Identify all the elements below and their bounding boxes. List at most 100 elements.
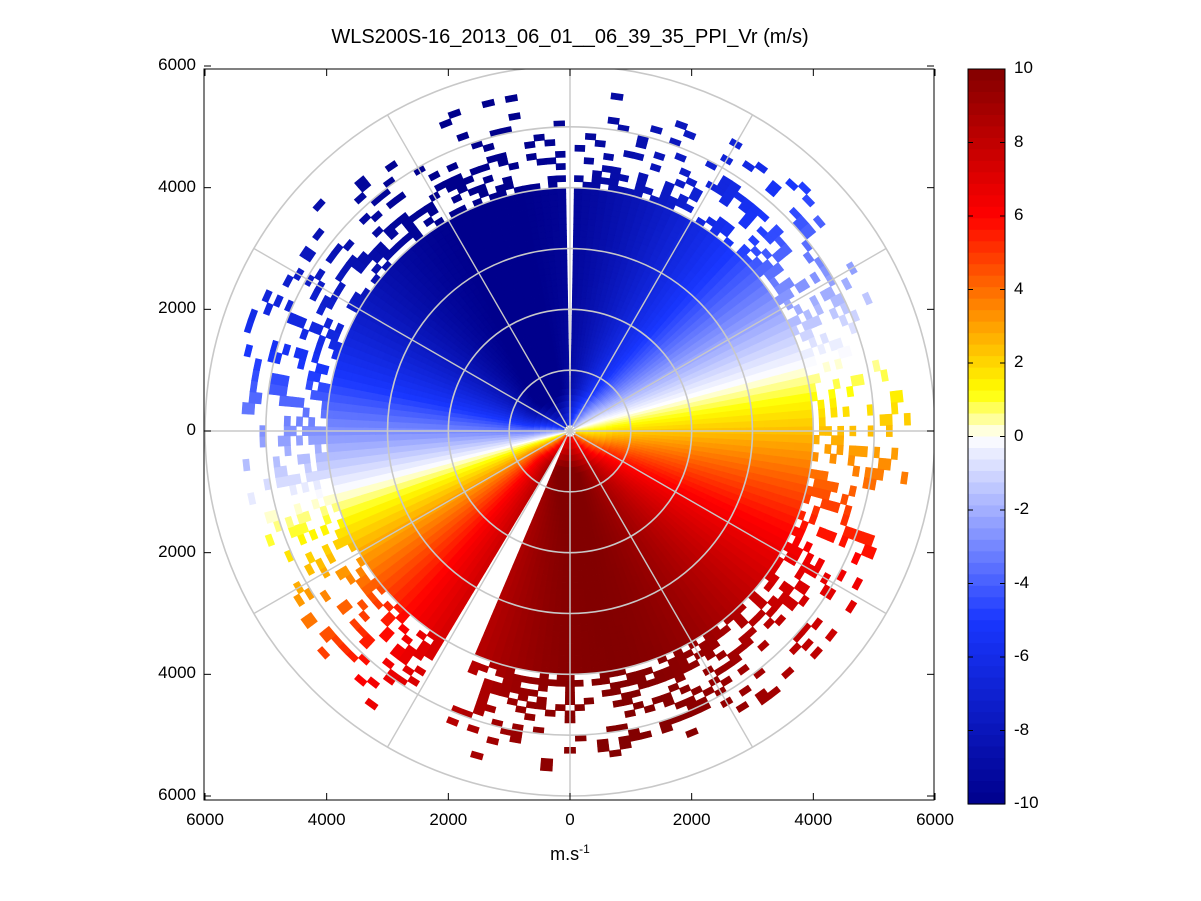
velocity-cell — [781, 449, 789, 459]
velocity-cell — [769, 412, 777, 421]
velocity-cell — [561, 582, 568, 590]
velocity-cell — [691, 186, 704, 198]
velocity-cell — [588, 642, 598, 650]
velocity-cell — [860, 445, 868, 458]
velocity-cell — [580, 630, 589, 638]
velocity-cell — [770, 434, 778, 443]
velocity-cell — [824, 444, 832, 455]
velocity-cell — [715, 433, 723, 440]
velocity-cell — [542, 642, 552, 650]
velocity-cell — [587, 629, 596, 638]
velocity-cell — [581, 654, 591, 663]
velocity-cell — [793, 410, 802, 420]
velocity-cell — [570, 497, 575, 505]
velocity-cell — [577, 576, 584, 584]
velocity-cell — [578, 594, 586, 602]
velocity-cell — [836, 435, 845, 446]
velocity-cell — [708, 412, 716, 420]
velocity-cell — [572, 290, 578, 298]
velocity-cell — [674, 120, 689, 131]
velocity-cell — [555, 704, 566, 712]
velocity-cell — [721, 438, 729, 446]
velocity-cell — [890, 402, 899, 415]
velocity-cell — [794, 418, 802, 428]
velocity-cell — [573, 655, 583, 663]
velocity-cell — [571, 546, 577, 553]
velocity-cell — [580, 211, 590, 220]
velocity-cell — [709, 417, 717, 424]
velocity-cell — [787, 442, 796, 451]
velocity-cell — [703, 423, 711, 429]
velocity-cell — [554, 594, 562, 602]
velocity-cell — [727, 438, 735, 446]
velocity-cell — [562, 552, 569, 560]
velocity-cell — [799, 401, 807, 412]
velocity-cell — [590, 598, 598, 607]
velocity-cell — [551, 636, 560, 644]
velocity-cell — [720, 411, 728, 419]
velocity-cell — [581, 569, 589, 577]
velocity-cell — [580, 557, 587, 565]
velocity-cell — [557, 655, 567, 663]
velocity-cell — [584, 254, 592, 263]
velocity-cell — [539, 763, 553, 772]
velocity-cell — [584, 133, 597, 141]
velocity-cell — [726, 444, 734, 452]
velocity-cell — [550, 642, 560, 651]
velocity-cell — [555, 588, 563, 596]
velocity-cell — [682, 202, 695, 214]
velocity-cell — [577, 284, 584, 292]
velocity-cell — [577, 272, 585, 280]
velocity-cell — [573, 199, 583, 207]
velocity-cell — [575, 533, 580, 541]
velocity-cell — [648, 426, 656, 430]
velocity-cell — [572, 278, 579, 286]
velocity-cell — [696, 414, 704, 421]
velocity-cell — [883, 458, 892, 471]
velocity-cell — [756, 447, 765, 456]
velocity-cell — [726, 410, 734, 418]
velocity-cell — [589, 654, 599, 662]
velocity-cell — [529, 677, 540, 685]
velocity-cell — [685, 432, 692, 438]
velocity-cell — [587, 224, 596, 233]
velocity-cell — [577, 582, 585, 590]
velocity-cell — [854, 445, 862, 457]
velocity-cell — [579, 236, 588, 244]
velocity-cell — [548, 599, 556, 608]
velocity-cell — [762, 447, 771, 456]
velocity-cell — [685, 176, 698, 188]
velocity-cell — [649, 125, 663, 135]
velocity-cell — [756, 406, 765, 415]
velocity-cell — [714, 412, 722, 419]
velocity-cell — [557, 661, 567, 669]
velocity-cell — [781, 441, 790, 451]
velocity-cell — [832, 378, 841, 390]
velocity-cell — [702, 413, 710, 420]
velocity-cell — [696, 419, 704, 425]
velocity-cell — [582, 581, 590, 589]
velocity-cell — [572, 576, 579, 584]
velocity-cell — [572, 619, 581, 626]
velocity-cell — [600, 177, 611, 185]
velocity-cell — [545, 623, 554, 632]
velocity-cell — [799, 409, 808, 420]
velocity-cell — [642, 426, 650, 431]
velocity-cell — [537, 684, 549, 692]
velocity-cell — [549, 654, 559, 663]
velocity-cell — [900, 471, 909, 485]
velocity-cell — [588, 580, 596, 589]
velocity-cell — [572, 260, 580, 268]
velocity-cell — [738, 409, 747, 417]
velocity-cell — [540, 757, 554, 766]
velocity-cell — [739, 415, 747, 423]
velocity-cell — [793, 442, 802, 452]
velocity-cell — [572, 254, 580, 262]
velocity-cell — [733, 439, 741, 447]
velocity-cell — [571, 321, 577, 329]
velocity-cell — [562, 564, 568, 572]
velocity-cell — [552, 624, 561, 632]
velocity-cell — [556, 679, 566, 687]
velocity-cell — [559, 625, 567, 633]
velocity-cell — [588, 586, 597, 595]
